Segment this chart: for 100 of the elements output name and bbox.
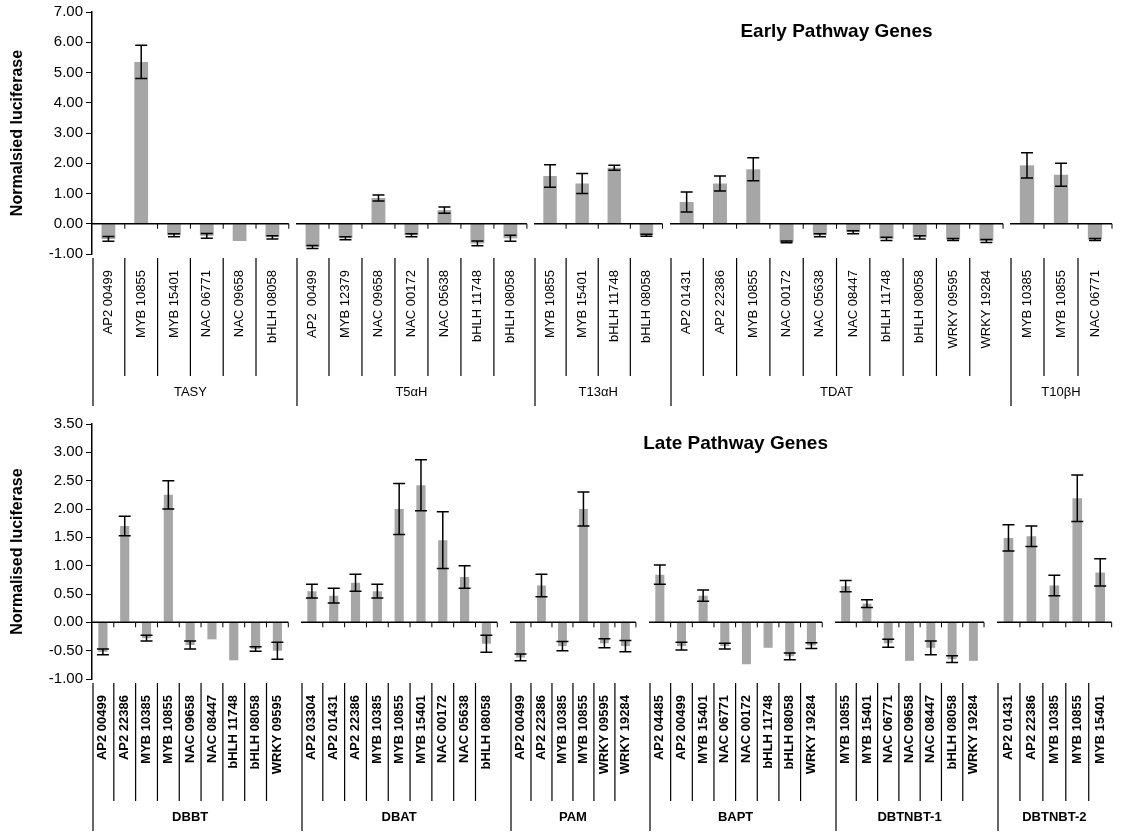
y-tick-label: 3.50 — [53, 414, 83, 432]
x-tick-label: bHLH 08058 — [637, 270, 653, 343]
x-axis-title: BAPT — [717, 808, 754, 824]
x-tick-label: bHLH 08058 — [263, 270, 279, 343]
x-tick-label: AP2 01431 — [678, 270, 694, 335]
x-tick-label: NAC 09658 — [231, 270, 247, 338]
x-tick-label: bHLH 08058 — [781, 695, 797, 770]
x-tick-label: MYB 10855 — [390, 695, 406, 764]
x-tick-label: MYB 15401 — [573, 270, 589, 338]
y-axis-title: Normalsied luciferase — [8, 49, 26, 217]
bar — [350, 582, 361, 623]
x-tick-label: bHLH 11748 — [759, 695, 775, 769]
x-tick-label: NAC 00172 — [778, 270, 794, 338]
x-tick-label: MYB 10855 — [541, 270, 557, 338]
y-tick-label: 7.00 — [53, 2, 83, 20]
x-tick-label: AP2 01431 — [325, 695, 341, 761]
x-tick-label: NAC 06771 — [198, 270, 214, 338]
x-tick-label: NAC 00172 — [738, 695, 754, 763]
bar — [251, 622, 261, 649]
x-tick-label: AP2 00499 — [99, 270, 115, 335]
x-tick-label: AP2 01431 — [1000, 695, 1016, 761]
y-tick-label: 3.00 — [53, 123, 83, 141]
x-tick-label: MYB 10855 — [744, 270, 760, 338]
x-tick-label: AP2 03304 — [303, 694, 319, 761]
x-tick-label: bHLH 08058 — [943, 695, 959, 770]
x-tick-label: MYB 10385 — [368, 695, 384, 764]
y-tick-label: -0.50 — [48, 640, 83, 658]
bar — [607, 167, 622, 224]
y-tick-label: 2.00 — [53, 499, 83, 517]
y-tick-label: 2.50 — [53, 470, 83, 488]
bar — [1072, 498, 1083, 623]
x-tick-label: WRKY 09595 — [596, 695, 611, 775]
bar — [229, 622, 239, 661]
x-tick-label: bHLH 08058 — [501, 270, 517, 343]
x-tick-label: MYB 15401 — [165, 270, 181, 338]
x-axis-title: TASY — [173, 383, 208, 399]
x-tick-label: bHLH 11748 — [878, 270, 894, 343]
x-tick-label: NAC 05638 — [436, 270, 452, 338]
x-tick-label: AP2 00499 — [673, 695, 689, 761]
x-tick-label: MYB 15401 — [412, 695, 428, 764]
x-tick-label: NAC 09658 — [370, 270, 386, 338]
bar — [1026, 536, 1037, 623]
x-axis-title: DBTNBT-2 — [1022, 808, 1087, 824]
bar — [207, 622, 217, 640]
y-tick-label: 2.00 — [53, 153, 83, 171]
x-axis-title: T5αH — [395, 383, 428, 399]
x-tick-label: NAC 06771 — [716, 695, 732, 763]
x-tick-label: NAC 00172 — [403, 270, 419, 338]
y-axis-title: Normalised luciferase — [8, 468, 26, 635]
bar — [163, 494, 173, 622]
x-tick-label: MYB 10855 — [575, 695, 591, 764]
bar — [98, 622, 108, 652]
x-tick-label: bHLH 11748 — [468, 270, 484, 343]
bar — [460, 577, 470, 623]
x-tick-label: NAC 05638 — [811, 270, 827, 338]
bar — [1095, 572, 1106, 623]
x-tick-label: WRKY 19284 — [977, 270, 993, 349]
x-tick-label: MYB 10855 — [1052, 270, 1068, 338]
x-tick-label: MYB 10855 — [159, 695, 175, 764]
x-tick-label: MYB 10385 — [138, 695, 154, 764]
x-tick-label: NAC 09658 — [181, 695, 197, 763]
x-axis-title: DBTNBT-1 — [877, 808, 942, 824]
x-axis-title: T10βH — [1041, 383, 1081, 399]
x-tick-label: NAC 08447 — [844, 270, 860, 338]
x-tick-label: NAC 05638 — [456, 695, 472, 763]
x-axis-title: PAM — [558, 808, 587, 824]
x-tick-label: NAC 00172 — [434, 695, 450, 763]
bar — [543, 175, 557, 224]
x-tick-label: bHLH 08058 — [911, 270, 927, 343]
x-tick-label: MYB 15401 — [1091, 695, 1107, 764]
x-axis-title: T13αH — [578, 383, 618, 399]
x-tick-label: AP2 00499 — [304, 270, 320, 338]
x-tick-label: NAC 09658 — [901, 695, 917, 763]
x-tick-label: MYB 12379 — [337, 270, 353, 338]
x-tick-label: AP2 04485 — [651, 695, 667, 761]
x-tick-label: AP2 00499 — [512, 695, 528, 761]
x-tick-label: NAC 06771 — [1086, 270, 1102, 338]
chart-title: Late Pathway Genes — [643, 432, 829, 454]
y-tick-label: 5.00 — [53, 62, 83, 80]
x-tick-label: bHLH 11748 — [605, 270, 621, 343]
x-tick-label: AP2 22386 — [347, 695, 363, 761]
x-tick-label: MYB 10855 — [837, 695, 853, 764]
y-tick-label: 4.00 — [53, 92, 83, 110]
x-tick-label: MYB 10385 — [1045, 695, 1061, 764]
x-tick-label: AP2 22386 — [711, 270, 727, 335]
y-tick-label: -1.00 — [48, 669, 83, 687]
x-tick-label: bHLH 11748 — [225, 695, 241, 769]
y-tick-label: 6.00 — [53, 32, 83, 50]
x-tick-label: NAC 06771 — [879, 695, 895, 763]
x-tick-label: WRKY 09595 — [944, 270, 960, 349]
x-tick-label: AP2 22386 — [1022, 695, 1038, 761]
x-tick-label: MYB 10385 — [1018, 270, 1034, 338]
x-tick-label: MYB 10855 — [1068, 695, 1084, 764]
x-tick-label: AP2 22386 — [116, 695, 132, 761]
x-tick-label: NAC 08447 — [922, 695, 938, 763]
y-tick-label: 0.50 — [53, 584, 83, 602]
x-axis-title: DBBT — [172, 808, 209, 824]
x-tick-label: WRKY 09595 — [268, 695, 284, 775]
y-tick-label: 0.00 — [53, 612, 83, 630]
x-tick-label: MYB 15401 — [694, 695, 710, 764]
